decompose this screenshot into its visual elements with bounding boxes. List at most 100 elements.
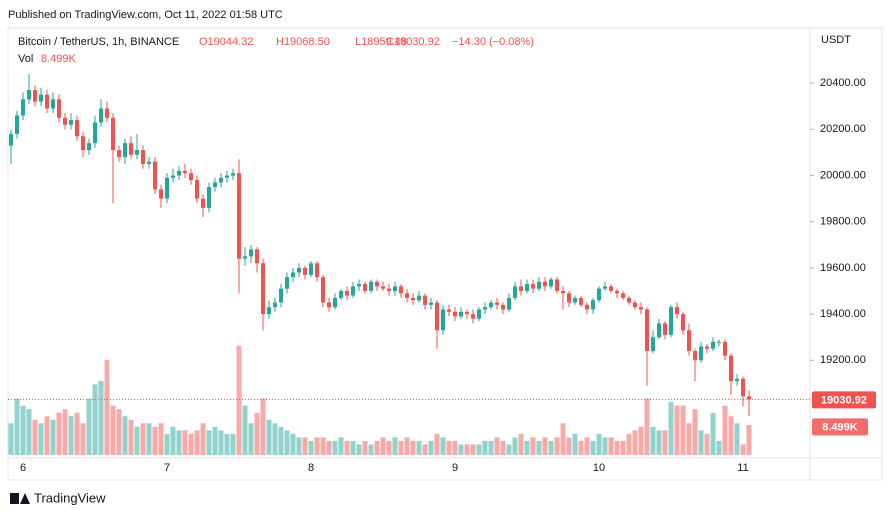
volume-bar (470, 444, 476, 455)
volume-bar (212, 426, 218, 455)
volume-bar (464, 444, 470, 455)
candle-body (627, 297, 631, 303)
candle-body (633, 302, 637, 308)
candle-body (345, 291, 349, 296)
candle-body (39, 94, 43, 102)
volume-bar (704, 433, 710, 455)
candle-body (75, 120, 79, 137)
candle-body (129, 143, 133, 155)
volume-bar (122, 416, 128, 455)
candle-body (237, 173, 241, 259)
volume-bar (590, 440, 596, 455)
volume-bar (692, 409, 698, 455)
candle-body (519, 286, 523, 292)
volume-bar (416, 440, 422, 455)
x-tick-label: 11 (737, 462, 748, 474)
candle-body (351, 286, 355, 296)
volume-bar (734, 423, 740, 455)
volume-bar (530, 437, 536, 455)
volume-bar (482, 440, 488, 455)
volume-bar (188, 433, 194, 455)
volume-bar (98, 380, 104, 455)
volume-bar (56, 412, 62, 455)
volume-bar (716, 440, 722, 455)
volume-bar (206, 430, 212, 455)
candle-body (153, 161, 157, 190)
volume-bar (512, 437, 518, 455)
volume-bar (452, 440, 458, 455)
candle-body (9, 133, 13, 146)
volume-bar (170, 426, 176, 455)
volume-bar (224, 433, 230, 455)
volume-bar (536, 440, 542, 455)
candle-body (99, 108, 103, 123)
volume-bar (218, 430, 224, 455)
volume-bar (668, 402, 674, 455)
candle-body (213, 182, 217, 188)
candle-body (273, 302, 277, 308)
x-tick-label: 10 (593, 462, 605, 474)
volume-bar (440, 437, 446, 455)
volume-bar (584, 437, 590, 455)
candle-body (603, 286, 607, 289)
volume-bar (422, 444, 428, 455)
candle-body (387, 288, 391, 292)
y-tick-label: 19200.00 (820, 354, 866, 366)
candle-body (219, 177, 223, 183)
volume-bar (320, 437, 326, 455)
volume-bar (560, 423, 566, 455)
candle-body (333, 297, 337, 308)
volume-bar (314, 437, 320, 455)
candle-body (663, 323, 667, 335)
volume-bar (128, 419, 134, 455)
volume-bar (164, 433, 170, 455)
candle-body (33, 90, 37, 102)
candle-body (405, 293, 409, 298)
candle-body (669, 307, 673, 335)
volume-bar (386, 440, 392, 455)
volume-bar (236, 345, 242, 455)
volume-current: 8.499K (41, 53, 77, 65)
candle-body (507, 297, 511, 310)
volume-bar (548, 440, 554, 455)
candle-body (93, 122, 97, 144)
candle-body (675, 307, 679, 315)
volume-bar (662, 430, 668, 455)
legend-low: L18959.48 (355, 36, 407, 48)
volume-bar (500, 440, 506, 455)
candle-body (729, 355, 733, 382)
candle-body (279, 288, 283, 303)
volume-bar (254, 412, 260, 455)
volume-bar (434, 433, 440, 455)
volume-bar (146, 423, 152, 455)
candle-body (135, 150, 139, 155)
candle-body (255, 249, 259, 264)
candle-body (717, 341, 721, 343)
volume-bar (518, 433, 524, 455)
candle-body (465, 311, 469, 315)
candle-body (483, 307, 487, 310)
candle-body (147, 161, 151, 164)
volume-bar (62, 409, 68, 455)
volume-bar (80, 423, 86, 455)
candle-body (561, 291, 565, 294)
volume-bar (554, 437, 560, 455)
volume-bar (302, 437, 308, 455)
candle-body (261, 263, 265, 315)
volume-bar (728, 416, 734, 455)
volume-bar (116, 409, 122, 455)
candle-body (51, 99, 55, 109)
y-tick-label: 20400.00 (820, 77, 866, 89)
candle-body (531, 284, 535, 289)
candle-body (471, 314, 475, 319)
candle-body (69, 120, 73, 125)
y-tick-label: 20200.00 (820, 123, 866, 135)
volume-bar (566, 437, 572, 455)
volume-bar (326, 440, 332, 455)
candle-body (159, 189, 163, 199)
candle-body (723, 341, 727, 356)
candle-body (117, 150, 121, 158)
candle-body (201, 198, 205, 208)
volume-bar (398, 440, 404, 455)
volume-bar (404, 437, 410, 455)
